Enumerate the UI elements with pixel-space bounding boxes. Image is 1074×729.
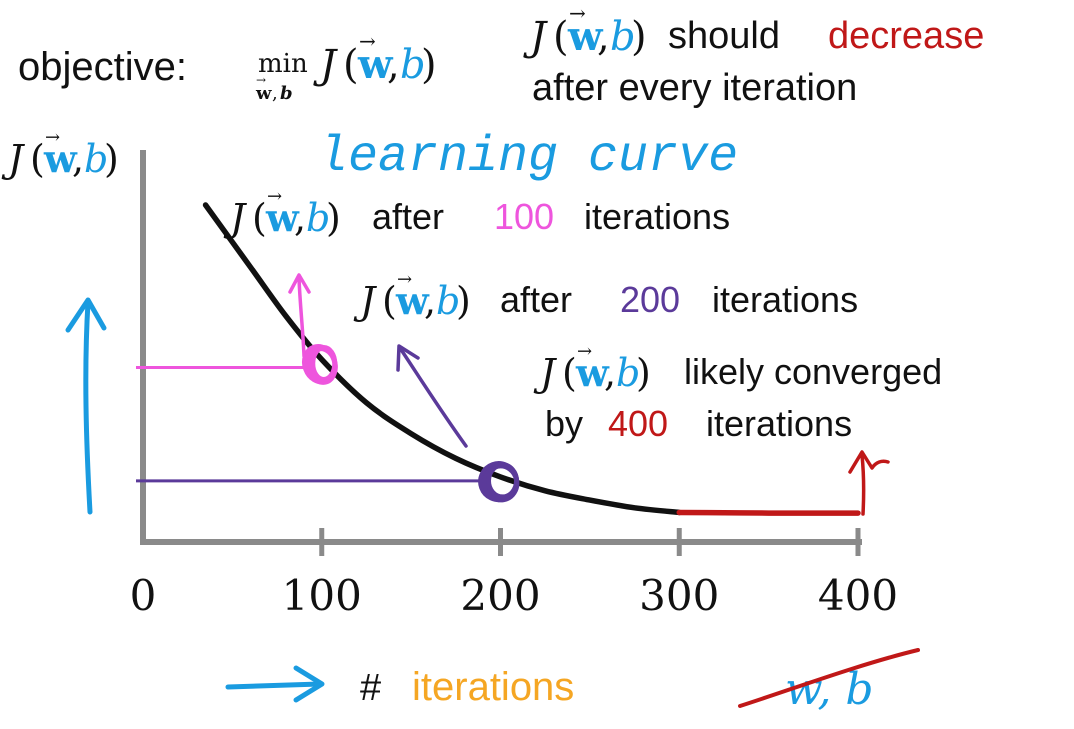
annotation-200-number: 200 <box>620 279 680 320</box>
svg-text:J: J <box>353 279 377 323</box>
x-tick-label-100: 100 <box>282 571 362 620</box>
svg-text:): ) <box>326 196 341 240</box>
svg-text:by: by <box>545 403 583 444</box>
svg-text:iterations: iterations <box>584 196 730 237</box>
svg-text:,: , <box>387 42 400 88</box>
svg-text:,: , <box>294 196 306 240</box>
svg-text:): ) <box>104 137 119 181</box>
red-arrow-icon <box>848 450 890 516</box>
svg-text:(: ( <box>30 137 45 181</box>
decrease-text: decrease <box>828 15 984 57</box>
annotation-100: J ( w → , b ) after 100 iterations <box>223 186 730 240</box>
point-200-marker <box>478 461 520 503</box>
strike-line <box>738 648 920 708</box>
svg-text:(: ( <box>252 196 267 240</box>
svg-text:J: J <box>523 14 548 60</box>
vector-arrow-icon: → <box>45 127 60 148</box>
svg-text:,: , <box>597 14 610 60</box>
after-every-iteration-text: after every iteration <box>532 67 857 109</box>
svg-text:w, b: w, b <box>785 664 874 715</box>
svg-text:,: , <box>604 351 616 395</box>
svg-text:after: after <box>372 196 444 237</box>
svg-text:min: min <box>258 49 308 79</box>
svg-text:,: , <box>72 137 84 181</box>
vector-arrow-icon: → <box>359 29 376 53</box>
purple-scribble-stroke <box>486 462 519 500</box>
x-axis-label: iterations <box>412 665 574 709</box>
pink-arrow-icon <box>288 273 311 358</box>
svg-text:J: J <box>1 137 25 181</box>
converged-segment <box>676 509 861 516</box>
x-tick-label-200: 200 <box>460 571 540 620</box>
svg-text:): ) <box>421 42 437 88</box>
objective-label: objective: <box>18 45 187 89</box>
svg-text:w: w <box>265 195 300 240</box>
annotation-200: J ( w → , b ) after 200 iterations <box>353 269 858 323</box>
x-tick-label-300: 300 <box>639 571 719 620</box>
vector-arrow-icon: → <box>577 341 592 362</box>
svg-text:,: , <box>272 83 278 104</box>
svg-text:after: after <box>500 279 572 320</box>
svg-text:w: w <box>255 83 272 104</box>
svg-text:b: b <box>84 137 108 181</box>
svg-text:w: w <box>357 41 394 88</box>
svg-text:w: w <box>43 136 78 181</box>
svg-text:): ) <box>456 279 471 323</box>
svg-text:J: J <box>313 42 338 88</box>
pink-scribble-stroke <box>310 345 338 382</box>
vector-arrow-icon: → <box>569 1 586 25</box>
svg-text:b: b <box>616 351 640 395</box>
svg-text:b: b <box>306 196 330 240</box>
up-arrow-icon <box>65 297 107 515</box>
point-100-marker <box>301 344 338 385</box>
x-axis-tick-labels: 0 100 200 300 400 <box>130 571 898 620</box>
svg-text:iterations: iterations <box>706 403 852 444</box>
svg-text:): ) <box>631 14 647 60</box>
svg-text:J: J <box>533 351 557 395</box>
svg-text:iterations: iterations <box>712 279 858 320</box>
svg-text:(: ( <box>343 42 359 88</box>
svg-text:b: b <box>400 42 426 88</box>
x-axis-ticks <box>319 528 861 556</box>
svg-text:b: b <box>610 14 636 60</box>
svg-text:w: w <box>575 350 610 395</box>
svg-text:,: , <box>424 279 436 323</box>
vector-arrow-icon: → <box>267 186 282 207</box>
annotation-400-number: 400 <box>608 403 668 444</box>
svg-text:(: ( <box>562 351 577 395</box>
annotation-100-number: 100 <box>494 196 554 237</box>
svg-text:): ) <box>636 351 651 395</box>
vector-arrow-icon: → <box>397 269 412 290</box>
svg-text:b: b <box>280 83 293 104</box>
objective-cost-expr: J ( w → , b ) <box>313 29 437 88</box>
annotation-400: J ( w → , b ) likely converged by 400 it… <box>533 341 942 444</box>
purple-arrow-icon <box>396 344 468 448</box>
x-axis-hash: # <box>360 667 381 709</box>
arrow-icon: → <box>256 73 266 87</box>
right-arrow-icon <box>225 665 325 703</box>
learning-curve-line <box>202 202 682 516</box>
learning-curve-label: learning curve <box>318 129 738 186</box>
svg-text:b: b <box>436 279 460 323</box>
svg-text:likely converged: likely converged <box>684 351 942 392</box>
svg-text:(: ( <box>382 279 397 323</box>
svg-text:(: ( <box>553 14 569 60</box>
y-axis-label: J ( w → , b ) <box>1 127 119 181</box>
x-tick-label-400: 400 <box>818 571 898 620</box>
should-text: should <box>668 15 780 57</box>
svg-text:w: w <box>567 13 604 60</box>
crossed-out-w-b: w, b <box>738 648 920 715</box>
x-tick-label-0: 0 <box>130 571 157 620</box>
decrease-cost-expr: J ( w → , b ) <box>523 1 647 60</box>
objective-min: min w → , b <box>255 49 308 104</box>
svg-text:w: w <box>395 278 430 323</box>
